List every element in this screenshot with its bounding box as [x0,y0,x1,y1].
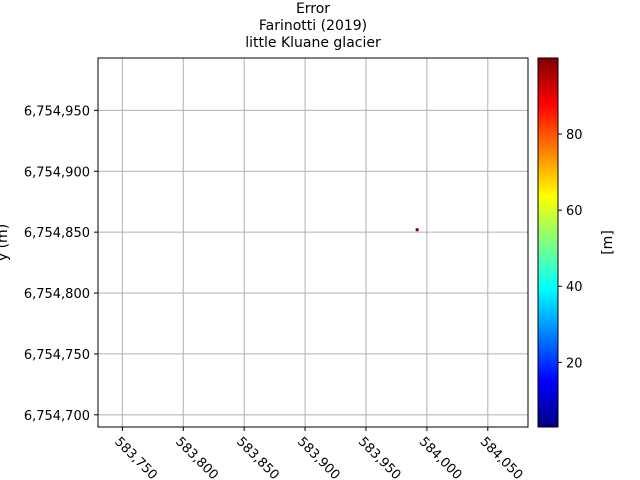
heatmap-cell [415,228,419,232]
y-axis-label: y (m) [0,224,11,261]
colorbar-tick-label: 60 [566,204,583,219]
colorbar-tick-label: 20 [566,356,583,371]
x-tick-label: 584,050 [477,434,526,480]
y-tick-label: 6,754,900 [24,165,90,180]
x-axis: 583,750 583,800 583,850 583,900 583,950 584,0… [111,427,525,480]
colorbar-axis: 20 40 60 80 [558,128,583,371]
x-tick-label: 583,750 [111,434,160,480]
x-tick-label: 584,000 [416,434,465,480]
y-tick-label: 6,754,750 [24,348,90,363]
colorbar-tick-label: 40 [566,280,583,295]
x-tick-label: 583,950 [355,434,404,480]
plot-area-frame [97,57,529,428]
y-tick-label: 6,754,950 [24,104,90,119]
x-tick-label: 583,800 [172,434,221,480]
chart-title-line-3: little Kluane glacier [245,35,381,51]
y-tick-label: 6,754,700 [24,409,90,424]
y-tick-label: 6,754,800 [24,287,90,302]
colorbar [537,57,559,428]
x-tick-label: 583,850 [233,434,282,480]
y-axis: 6,754,700 6,754,750 6,754,800 6,754,850 6,75… [24,104,98,424]
chart-title-line-2: Farinotti (2019) [258,18,368,34]
x-tick-label: 583,900 [294,434,343,480]
colorbar-tick-label: 80 [566,128,583,143]
grid-lines [98,58,528,427]
chart-title-line-1: Error [295,1,331,17]
y-tick-label: 6,754,850 [24,226,90,241]
colorbar-label: [m] [600,230,616,255]
data-cells [415,228,419,232]
